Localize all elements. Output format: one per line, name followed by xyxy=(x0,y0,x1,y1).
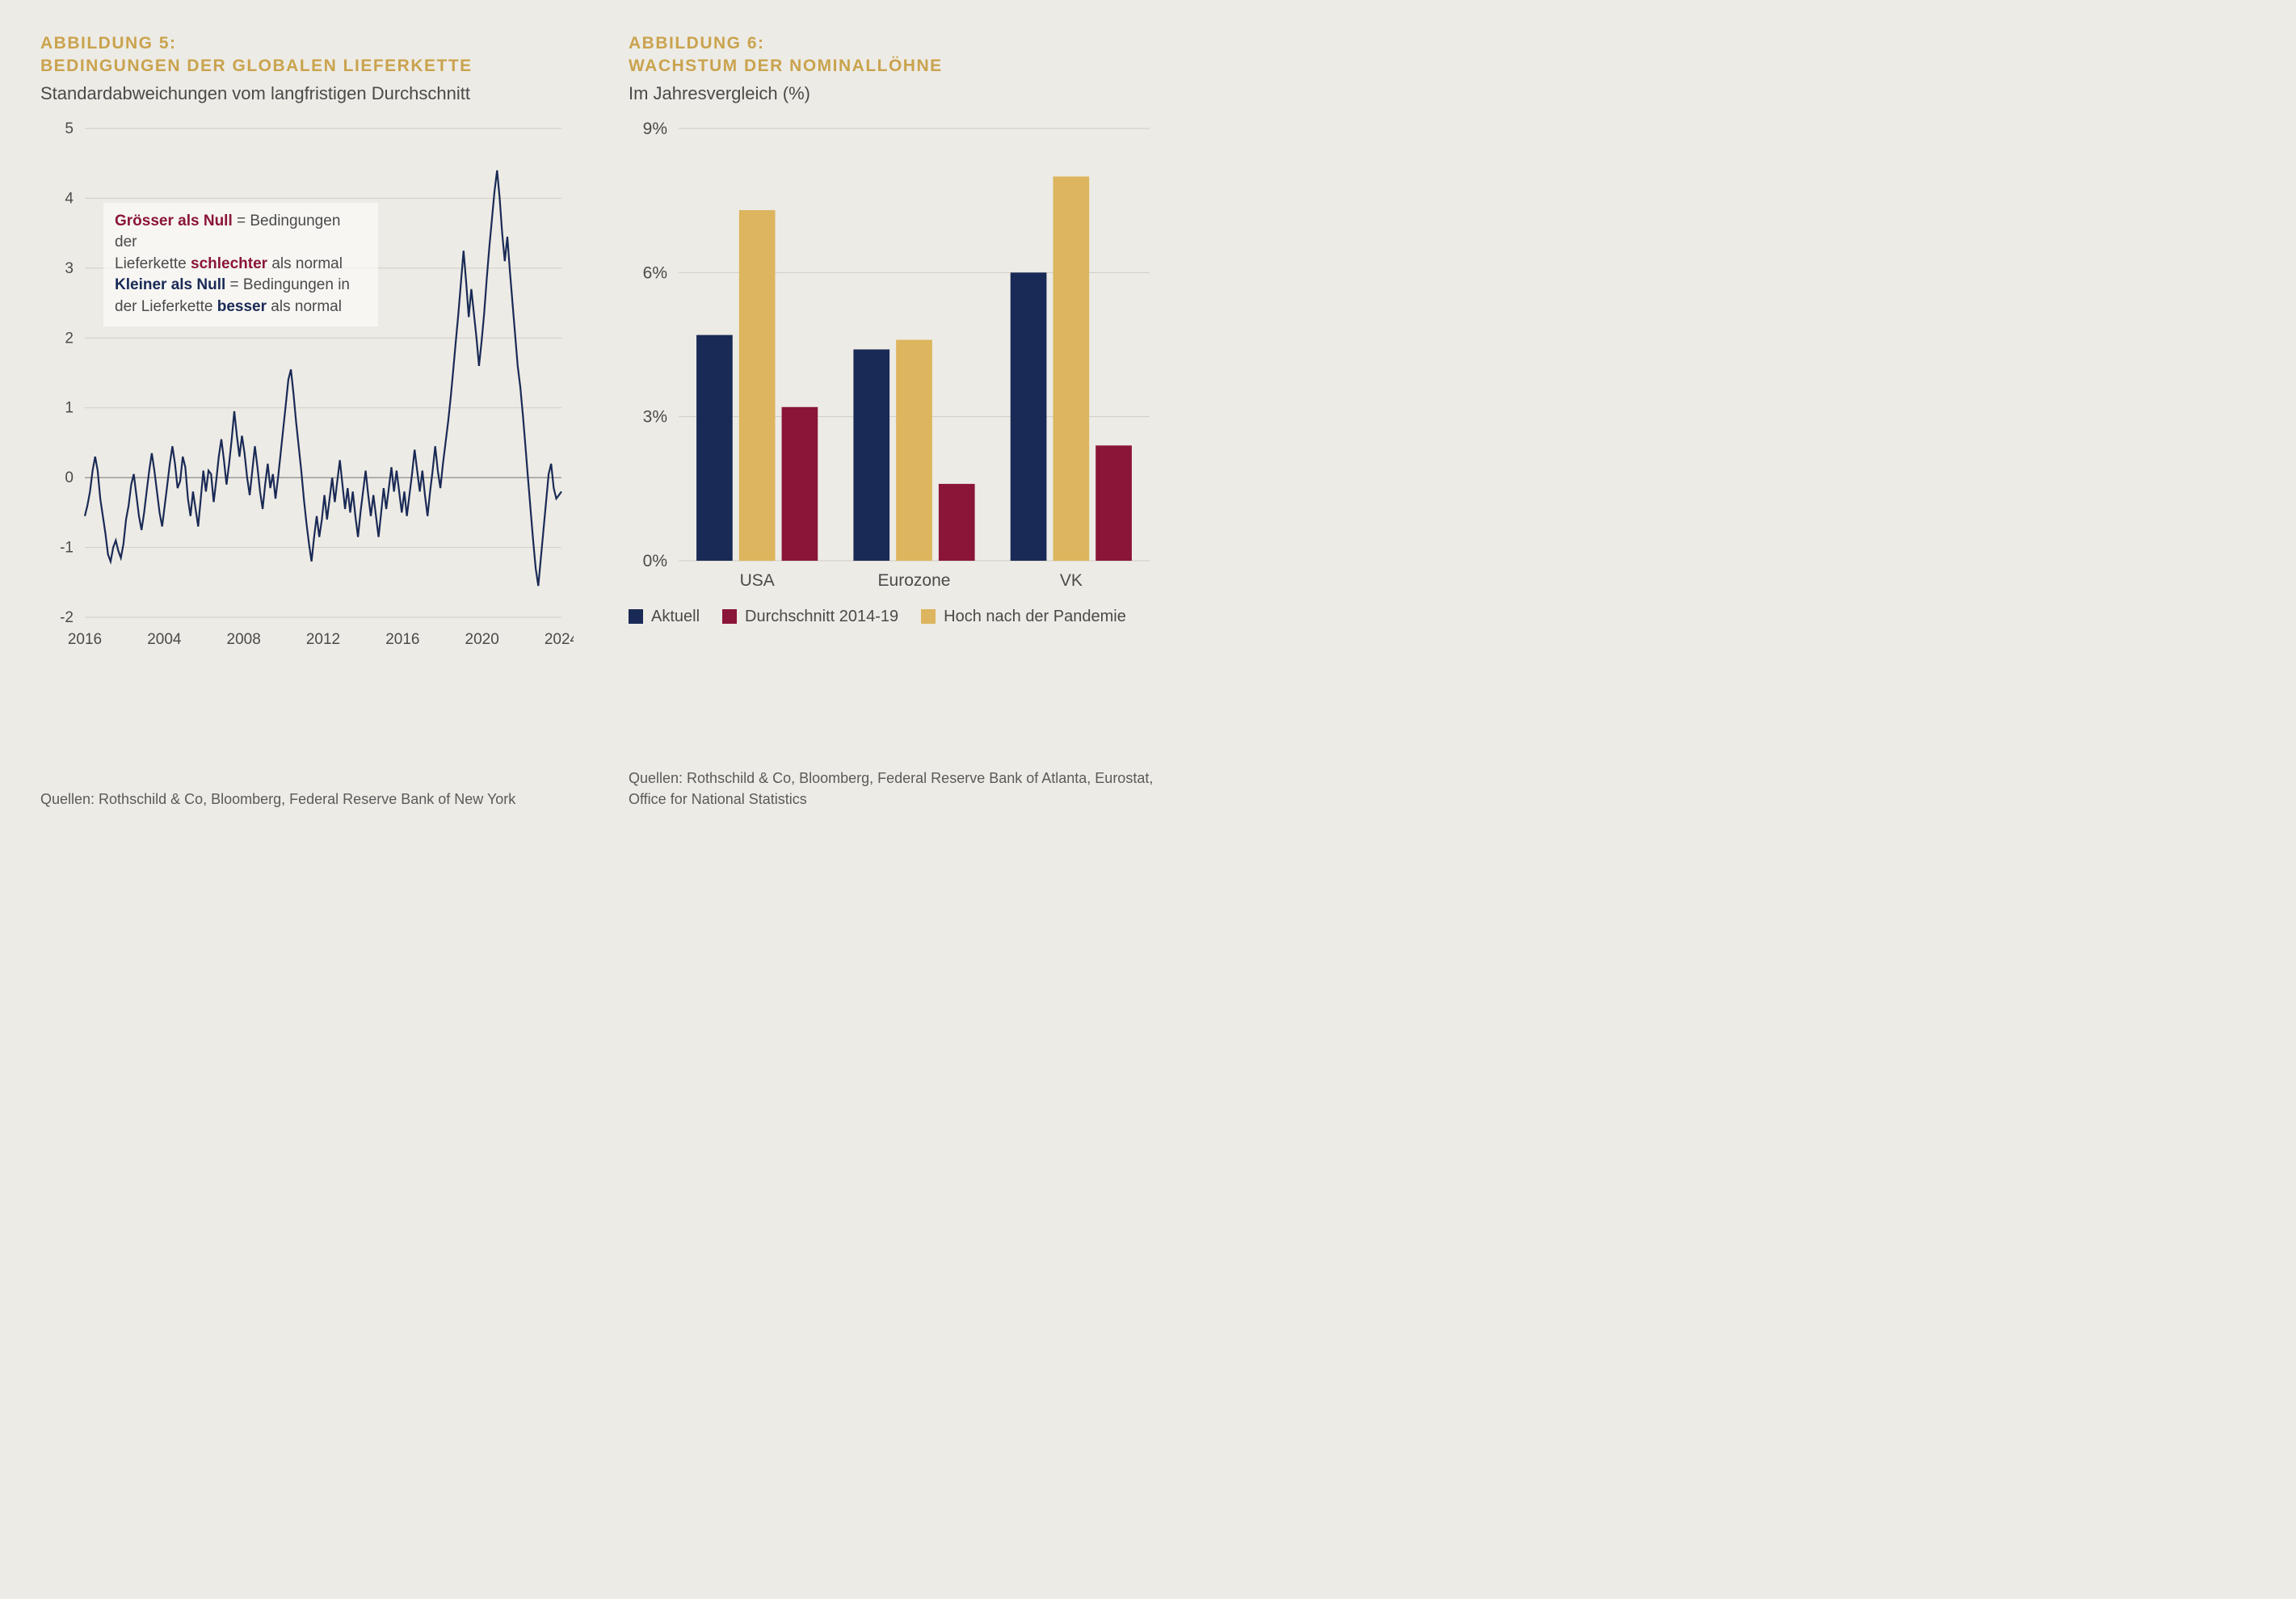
fig6-label-line2: WACHSTUM DER NOMINALLÖHNE xyxy=(629,55,1168,78)
bar-hoch-USA xyxy=(739,210,776,561)
annot-lt-rest1: = Bedingungen in xyxy=(225,276,350,293)
fig5-subtitle: Standardabweichungen vom langfristigen D… xyxy=(40,83,580,104)
svg-text:9%: 9% xyxy=(643,120,667,138)
legend-swatch-avg xyxy=(722,609,737,624)
svg-text:2016: 2016 xyxy=(68,631,102,648)
legend-swatch-aktuell xyxy=(629,609,643,624)
legend-item-avg: Durchschnitt 2014-19 xyxy=(722,608,898,626)
svg-text:VK: VK xyxy=(1060,571,1083,590)
annot-gt-em: schlechter xyxy=(191,255,267,272)
svg-text:2020: 2020 xyxy=(465,631,499,648)
svg-text:2008: 2008 xyxy=(227,631,261,648)
bar-avg-USA xyxy=(782,406,818,560)
annot-lt-em: besser xyxy=(217,298,267,315)
annot-lt-rest2b: als normal xyxy=(267,298,342,315)
svg-text:2016: 2016 xyxy=(385,631,419,648)
annot-gt-rest2a: Lieferkette xyxy=(115,255,191,272)
bar-aktuell-Eurozone xyxy=(853,349,889,561)
fig5-chart: -2 -1 0 1 2 3 4 5 2016 2004 2008 2012 2016 2020 2024 G… xyxy=(40,120,580,766)
bar-avg-VK xyxy=(1095,445,1132,561)
fig6-chart: 0% 3% 6% 9% USA Eurozone VK Aktuell Durchschnit… xyxy=(629,120,1168,745)
legend-swatch-hoch xyxy=(921,609,936,624)
svg-text:-1: -1 xyxy=(60,539,74,556)
annot-gt-rest2b: als normal xyxy=(267,255,343,272)
svg-text:2004: 2004 xyxy=(147,631,182,648)
svg-text:1: 1 xyxy=(65,399,74,416)
annot-lt-rest2a: der Lieferkette xyxy=(115,298,217,315)
legend-label-hoch: Hoch nach der Pandemie xyxy=(944,608,1126,626)
svg-text:0: 0 xyxy=(65,469,74,486)
svg-text:3%: 3% xyxy=(643,407,667,426)
fig5-source: Quellen: Rothschild & Co, Bloomberg, Fed… xyxy=(40,789,580,810)
bar-avg-Eurozone xyxy=(939,484,975,561)
fig6-legend: Aktuell Durchschnitt 2014-19 Hoch nach der… xyxy=(629,608,1168,626)
fig6-source: Quellen: Rothschild & Co, Bloomberg, Fed… xyxy=(629,768,1168,810)
fig5-label-line2: BEDINGUNGEN DER GLOBALEN LIEFERKETTE xyxy=(40,55,580,78)
bar-chart-svg: 0% 3% 6% 9% USA Eurozone VK xyxy=(629,120,1162,597)
panel-left: ABBILDUNG 5: BEDINGUNGEN DER GLOBALEN LI… xyxy=(40,32,580,810)
svg-text:2012: 2012 xyxy=(306,631,340,648)
panel-right: ABBILDUNG 6: WACHSTUM DER NOMINALLÖHNE I… xyxy=(629,32,1168,810)
svg-text:-2: -2 xyxy=(60,609,74,626)
fig5-label-line1: ABBILDUNG 5: xyxy=(40,32,580,55)
svg-text:0%: 0% xyxy=(643,552,667,570)
svg-text:3: 3 xyxy=(65,260,74,277)
fig6-subtitle: Im Jahresvergleich (%) xyxy=(629,83,1168,104)
chart-annotation: Grösser als Null = Bedingungen der Liefe… xyxy=(103,203,378,326)
legend-label-avg: Durchschnitt 2014-19 xyxy=(745,608,898,626)
svg-text:5: 5 xyxy=(65,120,74,137)
bar-aktuell-VK xyxy=(1011,272,1047,561)
legend-item-hoch: Hoch nach der Pandemie xyxy=(921,608,1126,626)
svg-text:2024: 2024 xyxy=(545,631,574,648)
svg-text:2: 2 xyxy=(65,330,74,347)
bar-hoch-Eurozone xyxy=(896,339,932,560)
svg-text:Eurozone: Eurozone xyxy=(878,571,951,590)
annot-gt-prefix: Grösser als Null xyxy=(115,212,233,229)
bar-hoch-VK xyxy=(1053,176,1089,561)
legend-label-aktuell: Aktuell xyxy=(651,608,700,626)
fig6-label-line1: ABBILDUNG 6: xyxy=(629,32,1168,55)
bar-aktuell-USA xyxy=(696,335,733,560)
svg-text:USA: USA xyxy=(740,571,775,590)
legend-item-aktuell: Aktuell xyxy=(629,608,700,626)
svg-text:4: 4 xyxy=(65,190,74,207)
svg-text:6%: 6% xyxy=(643,263,667,282)
line-chart-svg: -2 -1 0 1 2 3 4 5 2016 2004 2008 2012 2016 2020 2024 xyxy=(40,120,574,654)
annot-lt-prefix: Kleiner als Null xyxy=(115,276,225,293)
